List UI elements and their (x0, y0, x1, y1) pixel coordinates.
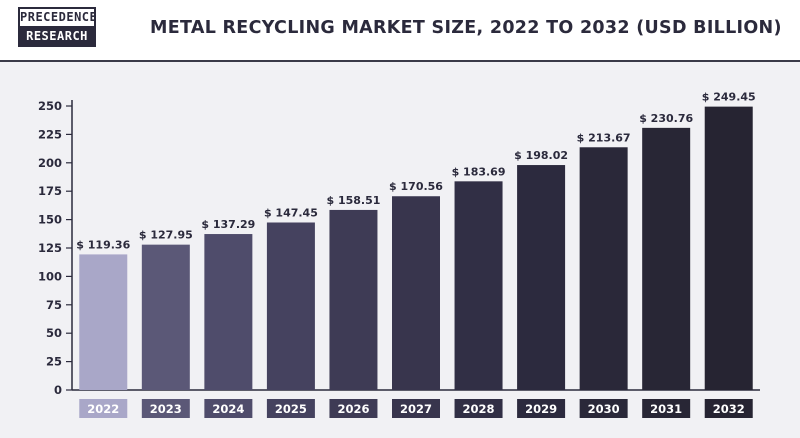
x-tick-label: 2024 (212, 402, 244, 416)
y-tick-label: 0 (54, 383, 62, 397)
bar (642, 127, 691, 391)
logo-line-2: RESEARCH (18, 28, 96, 47)
x-category-box (266, 399, 315, 418)
x-tick-label: 2025 (275, 402, 307, 416)
bar (454, 181, 503, 390)
bar-value-label: $ 249.45 (702, 91, 756, 104)
x-category-box (392, 399, 440, 418)
bar (141, 244, 190, 390)
x-category-box (642, 399, 691, 418)
x-tick-label: 2031 (650, 402, 682, 416)
x-category-box (517, 399, 566, 418)
y-tick-label: 100 (38, 269, 62, 283)
logo-line-1: PRECEDENCE (18, 7, 97, 28)
y-tick-label: 150 (38, 213, 62, 227)
x-tick-label: 2027 (400, 402, 432, 416)
x-category-box (79, 399, 128, 418)
x-tick-label: 2026 (337, 402, 369, 416)
x-tick-label: 2029 (525, 402, 557, 416)
x-tick-label: 2030 (588, 402, 620, 416)
y-tick-label: 125 (38, 241, 62, 255)
bar (704, 106, 753, 390)
y-tick-label: 25 (46, 355, 62, 369)
x-tick-label: 2028 (463, 402, 495, 416)
x-category-box (579, 399, 628, 418)
precedence-research-logo: PRECEDENCE RESEARCH (18, 7, 97, 47)
bar (266, 222, 315, 390)
x-category-box (204, 399, 253, 418)
x-tick-label: 2032 (713, 402, 745, 416)
bar (517, 165, 566, 390)
bar (329, 209, 378, 390)
x-category-box (454, 399, 503, 418)
bar-value-label: $ 137.29 (201, 218, 255, 231)
bar-value-label: $ 147.45 (264, 206, 318, 219)
y-tick-label: 225 (38, 127, 62, 141)
bar-value-label: $ 230.76 (639, 112, 693, 125)
y-tick-label: 175 (38, 184, 62, 198)
bar-value-label: $ 119.36 (76, 238, 130, 251)
x-category-box (141, 399, 190, 418)
bar-value-label: $ 198.02 (514, 149, 568, 162)
bar (392, 196, 440, 390)
bar-value-label: $ 183.69 (452, 165, 506, 178)
x-category-box (329, 399, 378, 418)
header: PRECEDENCE RESEARCH METAL RECYCLING MARK… (0, 0, 800, 60)
y-tick-label: 250 (38, 99, 62, 113)
bar-value-label: $ 213.67 (577, 131, 631, 144)
bar (579, 147, 628, 390)
bar-value-label: $ 170.56 (389, 180, 443, 193)
x-tick-label: 2022 (87, 402, 119, 416)
y-tick-label: 200 (38, 156, 62, 170)
bar (204, 234, 253, 390)
bar-value-label: $ 158.51 (326, 194, 380, 207)
bar (79, 254, 128, 390)
y-tick-label: 50 (46, 326, 62, 340)
y-tick-label: 75 (46, 298, 62, 312)
x-tick-label: 2023 (150, 402, 182, 416)
chart-title: METAL RECYCLING MARKET SIZE, 2022 TO 203… (150, 18, 782, 38)
x-category-box (704, 399, 753, 418)
bar-value-label: $ 127.95 (139, 229, 193, 242)
